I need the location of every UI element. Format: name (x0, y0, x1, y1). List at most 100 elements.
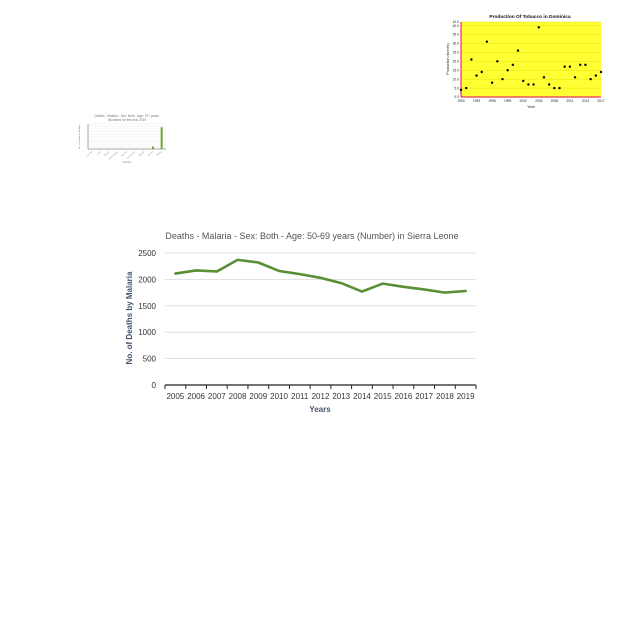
malaria-50-69-y-tick-label: 0 (152, 381, 157, 390)
malaria-70plus-x-tick-label: Comoros (85, 150, 93, 157)
tobacco-data-point (568, 65, 572, 68)
tobacco-y-tick-label: 30.0 (453, 42, 460, 46)
malaria-70plus-x-tick-label: Uganda (139, 151, 146, 157)
tobacco-x-tick-label: 2005 (535, 99, 543, 103)
malaria-50-69-x-tick-label: 2013 (332, 392, 350, 401)
malaria-70plus-bar (152, 146, 154, 149)
malaria-70plus-title: Deaths - Malaria - Sex: Both - Age: 70+ … (94, 114, 159, 122)
malaria-50-69-x-tick-label: 2017 (415, 392, 433, 401)
tobacco-data-point (537, 26, 540, 29)
tobacco-x-ticks: 1990 1993 1996 1999 2002 2005 2008 2011 2014 2017 (457, 99, 605, 103)
malaria-50-69-y-axis-label: No. of Deaths by Malaria (125, 271, 134, 364)
tobacco-points (459, 26, 603, 92)
malaria-50-69-y-tick-label: 500 (143, 355, 157, 364)
tobacco-data-point (485, 40, 489, 43)
tobacco-data-point (496, 60, 499, 63)
malaria-50-69-y-tick-label: 1500 (138, 302, 156, 311)
tobacco-data-point (589, 77, 592, 81)
tobacco-data-point (573, 76, 577, 79)
malaria-70plus-x-tick-label: Burundi (103, 150, 110, 157)
tobacco-y-tick-label: 15.0 (453, 68, 460, 72)
malaria-50-69-x-tick-label: 2007 (208, 392, 226, 401)
malaria-50-69-x-tick-label: 2015 (374, 392, 392, 401)
tobacco-data-point (579, 63, 582, 67)
tobacco-x-tick-label: 1990 (457, 99, 465, 103)
tobacco-x-tick-label: 2014 (582, 99, 590, 103)
tobacco-y-tick-label: 42.0 (453, 20, 460, 24)
tobacco-data-point (563, 65, 566, 68)
malaria-70plus-x-tick-label: Guinea-Bissau (108, 151, 119, 161)
tobacco-y-ticks: 0.0 5.0 10.0 15.0 20.0 25.0 30.0 35.0 40.042.0 (453, 20, 460, 99)
tobacco-data-point (522, 79, 525, 83)
tobacco-x-axis-label: Year (527, 105, 535, 109)
tobacco-x-tick-label: 1993 (473, 99, 481, 103)
tobacco-x-tick-label: 2011 (566, 99, 573, 103)
tobacco-data-point (464, 86, 468, 90)
malaria-50-69-x-tick-label: 2009 (249, 392, 267, 401)
malaria-70plus-bars (152, 127, 163, 149)
tobacco-data-point (558, 86, 561, 90)
malaria-50-69-x-tick-label: 2018 (436, 392, 454, 401)
tobacco-y-tick-label: 35.0 (453, 33, 460, 37)
tobacco-y-tick-label: 5.0 (454, 86, 459, 90)
malaria-50-69-gridlines (165, 252, 476, 360)
malaria-50-69-x-tick-label: 2008 (229, 392, 247, 401)
tobacco-data-point (547, 83, 551, 86)
tobacco-data-point (532, 83, 535, 86)
tobacco-data-point (527, 83, 530, 86)
malaria-70plus-x-tick-label: Sierra Leone (126, 150, 136, 159)
malaria-50-69-y-tick-label: 2500 (138, 249, 156, 258)
tobacco-data-point (501, 77, 504, 81)
tobacco-data-point (480, 70, 483, 74)
malaria-50-69-y-ticks: 0 500 1000 1500 2000 2500 (138, 249, 156, 390)
tobacco-data-point (511, 63, 515, 67)
tobacco-data-point (516, 49, 520, 52)
tobacco-data-point (594, 74, 598, 77)
tobacco-gridlines (461, 21, 601, 98)
malaria-50-69-x-tick-label: 2019 (457, 392, 475, 401)
malaria-50-69-x-tick-label: 2016 (395, 392, 413, 401)
malaria-50-69-x-tick-label: 2010 (270, 392, 288, 401)
tobacco-data-point (584, 63, 587, 67)
tobacco-data-point (475, 74, 478, 77)
malaria-70plus-x-axis-label: Country (122, 160, 132, 164)
malaria-50-69-x-ticks: 2005 2006 2007 2008 2009 2010 2011 2012 2013 2014… (164, 385, 477, 401)
malaria-70plus-x-tick-label: Chad (97, 151, 102, 155)
tobacco-y-tick-label: 25.0 (453, 51, 460, 55)
tobacco-x-tick-label: 2002 (520, 99, 528, 103)
tobacco-chart-title: Production Of Tobacco in Dominica (489, 14, 571, 20)
malaria-50-69-x-tick-label: 2006 (187, 392, 205, 401)
malaria-70plus-y-axis-label: No. of Deaths by Malaria (78, 124, 81, 149)
tobacco-data-point (470, 58, 473, 61)
tobacco-y-tick-label: 0.0 (454, 95, 459, 99)
malaria-50-69-title: Deaths - Malaria - Sex: Both - Age: 50-6… (165, 231, 458, 241)
tobacco-data-point (599, 70, 603, 74)
malaria-50-69-x-tick-label: 2014 (353, 392, 371, 401)
tobacco-data-point (490, 81, 494, 84)
tobacco-data-point (542, 76, 546, 79)
tobacco-data-point (553, 86, 556, 90)
tobacco-y-tick-label: 40.0 (453, 24, 460, 28)
malaria-50-69-y-tick-label: 2000 (138, 275, 156, 284)
tobacco-x-tick-label: 1999 (504, 99, 512, 103)
tobacco-x-tick-label: 2008 (551, 99, 559, 103)
tobacco-data-point (506, 69, 509, 72)
tobacco-y-tick-label: 20.0 (453, 59, 460, 63)
malaria-50-69-x-tick-label: 2012 (312, 392, 330, 401)
malaria-50-69-series-line (174, 258, 467, 294)
malaria-50-69-x-tick-label: 2005 (166, 392, 184, 401)
malaria-50-69-y-tick-label: 1000 (138, 328, 156, 337)
malaria-50-69-x-axis-label: Years (309, 405, 331, 414)
malaria-50-69-x-tick-label: 2011 (291, 392, 309, 401)
tobacco-x-tick-label: 2017 (597, 99, 605, 103)
tobacco-y-tick-label: 10.0 (453, 77, 460, 81)
tobacco-y-axis-label: Production (tonnes) (446, 43, 450, 74)
malaria-70plus-bar (160, 127, 163, 149)
malaria-70plus-x-tick-label: Nigeria (156, 150, 163, 157)
tobacco-data-point (459, 88, 463, 92)
malaria-70plus-gridlines (88, 123, 166, 150)
